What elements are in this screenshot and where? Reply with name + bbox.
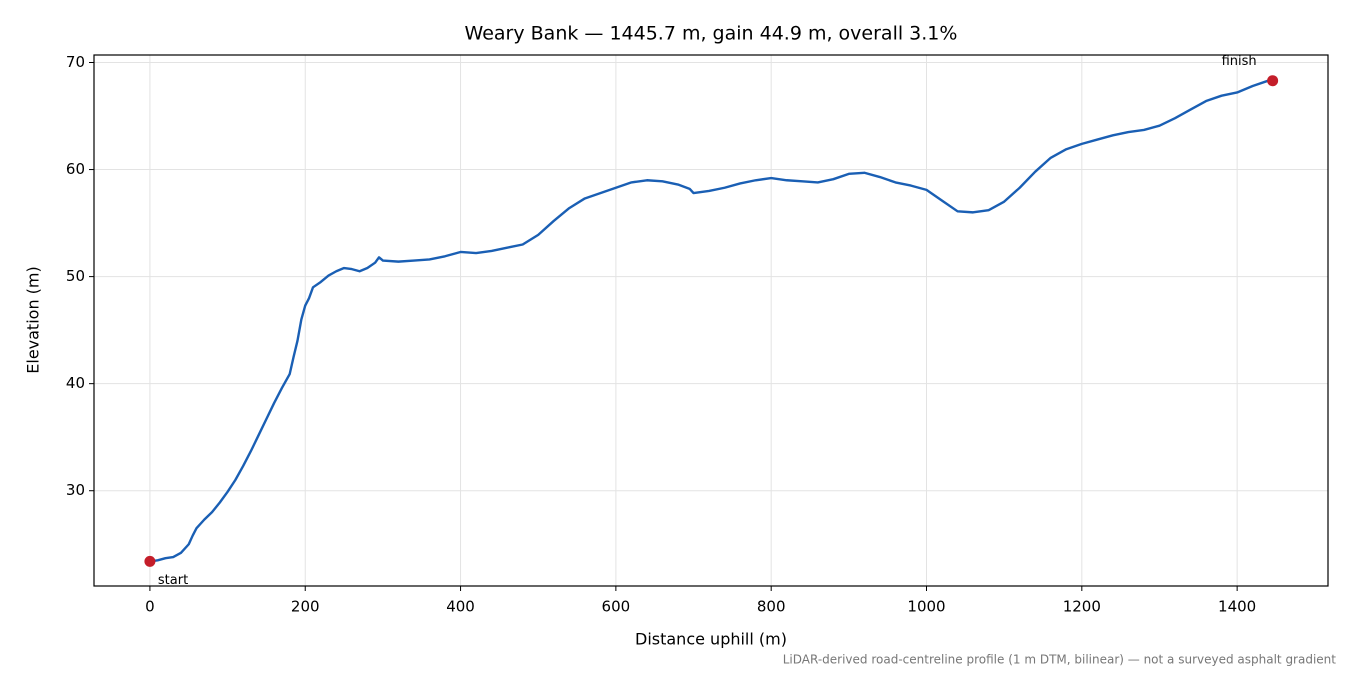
y-tick-label: 50 bbox=[66, 267, 85, 285]
annotation: finish bbox=[1222, 54, 1257, 69]
footnote: LiDAR-derived road-centreline profile (1… bbox=[783, 653, 1337, 667]
x-tick-label: 200 bbox=[291, 598, 320, 616]
x-tick-label: 1200 bbox=[1063, 598, 1101, 616]
elevation-line bbox=[149, 79, 1273, 563]
y-tick-label: 70 bbox=[66, 53, 85, 71]
x-axis-label: Distance uphill (m) bbox=[635, 630, 787, 649]
annotation: start bbox=[158, 573, 188, 588]
y-tick-label: 30 bbox=[66, 481, 85, 499]
x-tick-label: 1000 bbox=[907, 598, 945, 616]
x-tick-label: 1400 bbox=[1218, 598, 1256, 616]
x-tick-label: 600 bbox=[602, 598, 631, 616]
x-tick-label: 400 bbox=[446, 598, 475, 616]
endpoint-marker bbox=[144, 555, 156, 567]
x-tick-label: 800 bbox=[757, 598, 786, 616]
y-axis-label: Elevation (m) bbox=[24, 266, 43, 373]
chart-title: Weary Bank — 1445.7 m, gain 44.9 m, over… bbox=[465, 23, 958, 45]
y-tick-label: 60 bbox=[66, 160, 85, 178]
y-tick-label: 40 bbox=[66, 374, 85, 392]
x-tick-label: 0 bbox=[145, 598, 155, 616]
plot-frame bbox=[93, 54, 1329, 587]
endpoint-marker bbox=[1267, 75, 1279, 87]
